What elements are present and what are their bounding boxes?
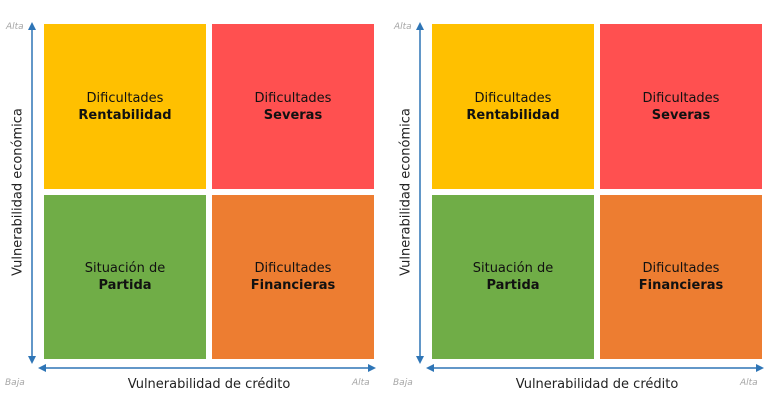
y-axis-title: Vulnerabilidad económica xyxy=(10,108,26,276)
matrix-panel-left: Dificultades Rentabilidad Dificultades S… xyxy=(5,22,376,392)
quadrant-dificultades-severas: Dificultades Severas xyxy=(600,24,762,189)
origin-label: Baja xyxy=(5,378,25,388)
quadrant-dificultades-financieras: Dificultades Financieras xyxy=(212,195,374,359)
origin-label: Baja xyxy=(393,378,413,388)
quadrant-situacion-partida: Situación de Partida xyxy=(432,195,594,359)
quadrant-line1: Dificultades xyxy=(254,261,332,276)
quadrant-line2: Partida xyxy=(486,278,540,293)
quadrant-line2: Severas xyxy=(651,107,711,123)
quadrant-dificultades-rentabilidad: Dificultades Rentabilidad xyxy=(44,24,206,189)
quadrant-line1: Situación de xyxy=(472,261,554,276)
quadrant-line2: Financieras xyxy=(250,278,336,293)
axes xyxy=(28,22,376,372)
quadrant-dificultades-severas: Dificultades Severas xyxy=(212,24,374,189)
quadrant-situacion-partida: Situación de Partida xyxy=(44,195,206,359)
quadrant-line1: Situación de xyxy=(84,261,166,276)
axes xyxy=(416,22,764,372)
x-high-label: Alta xyxy=(740,378,758,388)
x-high-label: Alta xyxy=(352,378,370,388)
quadrant-line2: Rentabilidad xyxy=(78,107,172,123)
quadrant-dificultades-rentabilidad: Dificultades Rentabilidad xyxy=(432,24,594,189)
x-axis-title: Vulnerabilidad de crédito xyxy=(127,377,291,392)
quadrant-line2: Rentabilidad xyxy=(466,107,560,123)
quadrant-line2: Partida xyxy=(98,278,152,293)
y-high-label: Alta xyxy=(6,22,24,32)
quadrant-line2: Financieras xyxy=(638,278,724,293)
y-high-label: Alta xyxy=(394,22,412,32)
quadrant-dificultades-financieras: Dificultades Financieras xyxy=(600,195,762,359)
quadrant-line2: Severas xyxy=(263,107,323,123)
quadrant-line1: Dificultades xyxy=(254,90,332,106)
quadrant-line1: Dificultades xyxy=(86,90,164,106)
x-axis-title: Vulnerabilidad de crédito xyxy=(515,377,679,392)
y-axis-title: Vulnerabilidad económica xyxy=(398,108,414,276)
matrix-panel-right: Dificultades Rentabilidad Dificultades S… xyxy=(388,0,771,409)
quadrant-line1: Dificultades xyxy=(642,261,720,276)
quadrant-line1: Dificultades xyxy=(642,90,720,106)
quadrant-line1: Dificultades xyxy=(474,90,552,106)
